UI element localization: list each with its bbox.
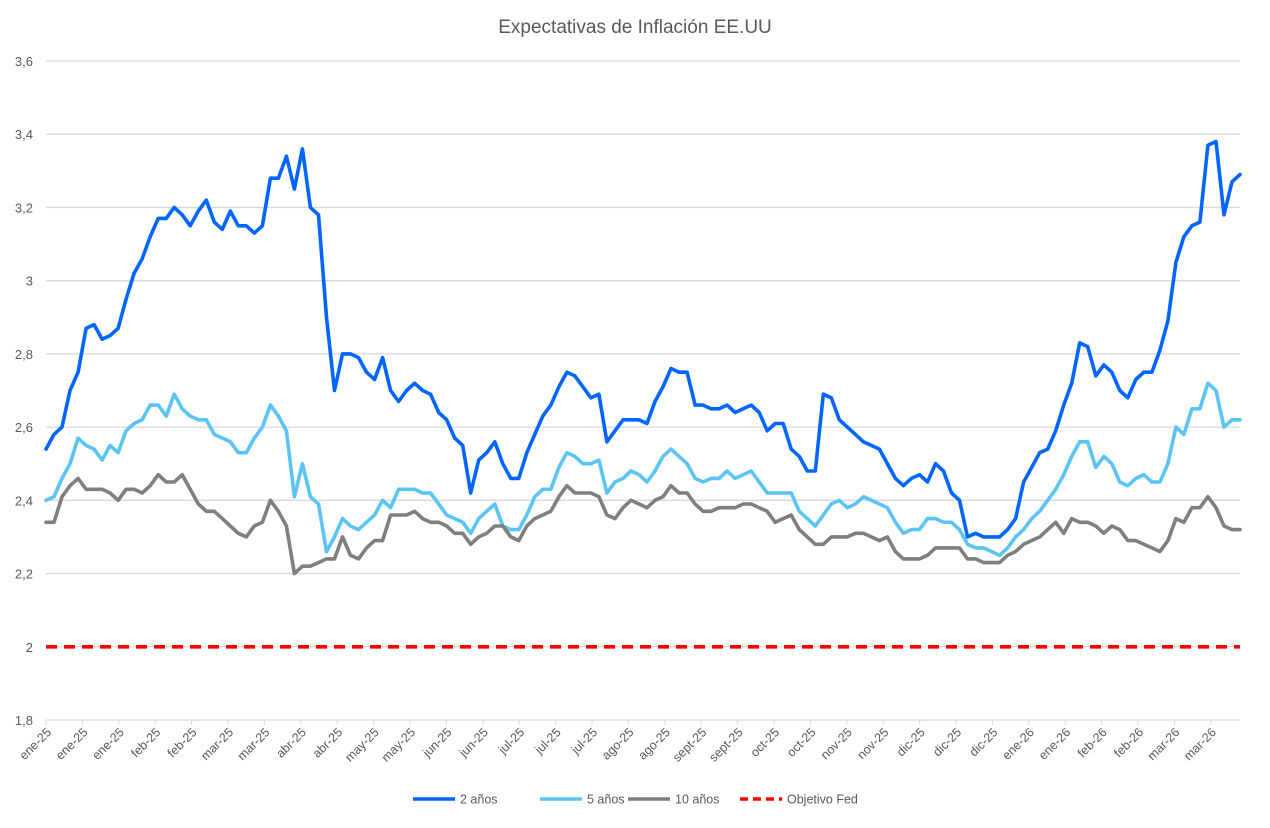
- x-tick-label: oct-25: [784, 725, 818, 759]
- x-tick-label: may-25: [342, 725, 381, 764]
- legend-label-5-años: 5 años: [587, 793, 625, 807]
- x-tick-label: ago-25: [636, 725, 673, 762]
- x-tick-label: ene-26: [1000, 725, 1037, 762]
- x-tick-label: may-25: [379, 725, 418, 764]
- x-tick-label: sept-25: [670, 725, 709, 764]
- x-tick-label: jul-25: [532, 725, 564, 757]
- x-tick-label: ene-25: [53, 725, 90, 762]
- x-tick-label: feb-25: [128, 725, 163, 760]
- series-line-5-años: [44, 381, 1242, 558]
- x-tick-label: nov-25: [818, 725, 855, 762]
- x-tick-label: ene-26: [1036, 725, 1073, 762]
- x-tick-label: ene-25: [89, 725, 126, 762]
- y-tick-label: 1,8: [15, 713, 33, 728]
- x-tick-label: abr-25: [310, 725, 345, 760]
- series-line-10-años: [44, 472, 1242, 576]
- x-tick-label: feb-26: [1111, 725, 1146, 760]
- x-tick-label: ene-25: [17, 725, 54, 762]
- x-tick-label: mar-25: [198, 725, 236, 763]
- x-tick-label: abr-25: [273, 725, 308, 760]
- series-lines: [44, 139, 1242, 649]
- y-tick-label: 3: [26, 274, 33, 289]
- x-tick-label: feb-25: [165, 725, 200, 760]
- x-tick-label: sept-25: [706, 725, 745, 764]
- x-tick-label: jul-25: [568, 725, 600, 757]
- series-line-2-años: [44, 139, 1242, 539]
- x-tick-label: jun-25: [419, 725, 454, 760]
- y-tick-label: 3,4: [15, 127, 33, 142]
- x-tick-label: mar-26: [1145, 725, 1183, 763]
- x-tick-label: jun-25: [456, 725, 491, 760]
- gridlines: [46, 60, 1240, 721]
- y-tick-label: 2: [26, 640, 33, 655]
- chart-title: Expectativas de Inflación EE.UU: [498, 17, 772, 38]
- y-tick-label: 3,2: [15, 200, 33, 215]
- y-axis-tick-labels: 1,8 2 2,2 2,4 2,6 2,8 3 3,2 3,4 3,6: [15, 54, 33, 728]
- y-tick-label: 2,8: [15, 347, 33, 362]
- y-tick-label: 2,6: [15, 420, 33, 435]
- y-tick-label: 2,4: [15, 493, 33, 508]
- legend-label-10-años: 10 años: [675, 793, 719, 807]
- x-tick-label: jul-25: [495, 725, 527, 757]
- legend: 2 años 5 años 10 años Objetivo Fed: [413, 793, 858, 807]
- x-tick-label: oct-25: [748, 725, 782, 759]
- y-tick-label: 2,2: [15, 567, 33, 582]
- legend-label-2-años: 2 años: [460, 793, 498, 807]
- y-tick-label: 3,6: [15, 54, 33, 69]
- legend-label-objetivo-fed: Objetivo Fed: [787, 793, 858, 807]
- x-tick-label: feb-26: [1075, 725, 1110, 760]
- x-tick-label: ago-25: [599, 725, 636, 762]
- x-tick-label: dic-25: [930, 725, 964, 759]
- x-tick-label: mar-25: [235, 725, 273, 763]
- x-tick-label: dic-25: [967, 725, 1001, 759]
- x-tick-label: dic-25: [894, 725, 928, 759]
- x-tick-label: mar-26: [1181, 725, 1219, 763]
- x-tick-label: nov-25: [854, 725, 891, 762]
